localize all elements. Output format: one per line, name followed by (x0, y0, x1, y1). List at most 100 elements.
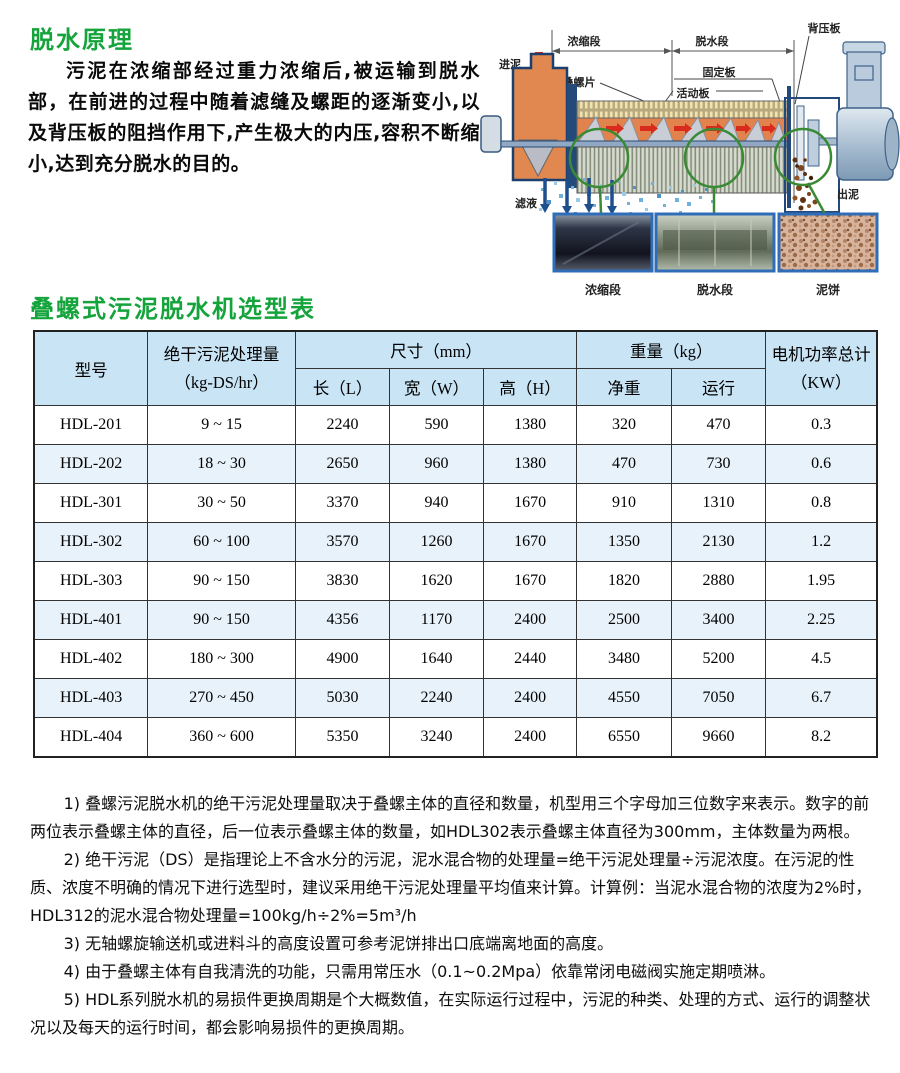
note-item-5: 5) HDL系列脱水机的易损件更换周期是个大概数值，在实际运行过程中，污泥的种类… (30, 990, 871, 1037)
table-cell: HDL-401 (33, 600, 149, 640)
table-cell: 1.95 (765, 561, 878, 601)
col-header-model: 型号 (33, 330, 149, 406)
machine-diagram: 浓缩段 脱水段 背压板 叠螺片 固定板 活动板 进泥 (480, 21, 900, 297)
notes-section: 1) 叠螺污泥脱水机的绝干污泥处理量取决于叠螺主体的直径和数量，机型用三个字母加… (30, 790, 883, 1042)
table-heading: 叠螺式污泥脱水机选型表 (30, 295, 316, 323)
label-fixed-plate: 固定板 (703, 65, 737, 79)
table-cell: 1380 (482, 405, 578, 445)
table-cell: 3480 (576, 639, 672, 679)
table-cell: 2240 (389, 678, 484, 718)
table-cell: 4356 (294, 600, 391, 640)
label-filtrate: 滤液 (515, 196, 538, 210)
note-item-3: 3) 无轴螺旋输送机或进料斗的高度设置可参考泥饼排出口底端离地面的高度。 (63, 934, 614, 953)
table-cell: 2240 (294, 405, 391, 445)
table-cell: 4550 (576, 678, 672, 718)
table-body: HDL-201 9 ~ 15 2240 590 1380 320 470 0.3 HDL-202… (33, 405, 878, 758)
table-cell: 9 ~ 15 (147, 405, 296, 445)
table-cell: 1670 (482, 483, 578, 523)
table-cell: 180 ~ 300 (147, 639, 296, 679)
dimension-arrowheads (552, 48, 794, 54)
col-header-length: 长（L） (294, 368, 391, 406)
principle-heading: 脱水原理 (30, 26, 134, 54)
table-cell: 90 ~ 150 (147, 600, 296, 640)
table-cell: 3830 (294, 561, 391, 601)
table-cell: 5030 (294, 678, 391, 718)
table-cell: HDL-301 (33, 483, 149, 523)
table-cell: 360 ~ 600 (147, 717, 296, 758)
table-cell: 2400 (482, 717, 578, 758)
table-cell: 270 ~ 450 (147, 678, 296, 718)
col-header-capacity: 绝干污泥处理量 （kg-DS/hr） (147, 330, 296, 406)
table-cell: 2440 (482, 639, 578, 679)
table-cell: 2880 (670, 561, 767, 601)
table-cell: 30 ~ 50 (147, 483, 296, 523)
table-row: HDL-202 18 ~ 30 2650 960 1380 470 730 0.6 (33, 444, 878, 484)
table-cell: 590 (389, 405, 484, 445)
col-header-height: 高（H） (482, 368, 578, 406)
table-cell: 3570 (294, 522, 391, 562)
table-cell: 18 ~ 30 (147, 444, 296, 484)
table-row: HDL-302 60 ~ 100 3570 1260 1670 1350 2130 1.2 (33, 522, 878, 562)
photo-cake (777, 212, 879, 273)
filtrate-arrowheads (540, 204, 617, 215)
table-cell: 1350 (576, 522, 672, 562)
table-cell: 8.2 (765, 717, 878, 758)
table-header: 型号 绝干污泥处理量 （kg-DS/hr） 尺寸（mm） 重量（kg） 电机功率… (33, 330, 878, 406)
table-cell: 1380 (482, 444, 578, 484)
cake-dots (792, 157, 818, 211)
label-back-pressure-plate: 背压板 (808, 21, 842, 35)
table-cell: 470 (670, 405, 767, 445)
col-header-width: 宽（W） (389, 368, 484, 406)
table-cell: 320 (576, 405, 672, 445)
table-cell: 1640 (389, 639, 484, 679)
label-thickening-zone: 浓缩段 (568, 34, 601, 48)
col-header-capacity-line1: 绝干污泥处理量 (163, 345, 280, 365)
label-moving-plate: 活动板 (677, 86, 711, 100)
table-cell: 4900 (294, 639, 391, 679)
note-item-4: 4) 由于叠螺主体有自我清洗的功能，只需用常压水（0.1~0.2Mpa）依靠常闭… (63, 962, 776, 981)
table-cell: 470 (576, 444, 672, 484)
table-cell: 0.3 (765, 405, 878, 445)
photo-caption-thickening: 浓缩段 (585, 282, 622, 297)
col-header-weight: 重量（kg） (576, 330, 767, 369)
table-cell: 90 ~ 150 (147, 561, 296, 601)
photo-thickening (552, 212, 654, 273)
label-cake-outlet: 出泥 (837, 187, 859, 201)
table-cell: 2500 (576, 600, 672, 640)
photo-caption-cake: 泥饼 (816, 282, 840, 297)
table-cell: 1820 (576, 561, 672, 601)
table-cell: 5200 (670, 639, 767, 679)
table-cell: 0.6 (765, 444, 878, 484)
note-item-1: 1) 叠螺污泥脱水机的绝干污泥处理量取决于叠螺主体的直径和数量，机型用三个字母加… (30, 794, 870, 841)
magnifier-circles (568, 127, 833, 215)
table-cell: 3240 (389, 717, 484, 758)
table-cell: 0.8 (765, 483, 878, 523)
table-cell: 4.5 (765, 639, 878, 679)
table-cell: 6.7 (765, 678, 878, 718)
table-cell: HDL-202 (33, 444, 149, 484)
table-cell: HDL-403 (33, 678, 149, 718)
table-cell: 2400 (482, 678, 578, 718)
table-cell: 730 (670, 444, 767, 484)
col-header-operating: 运行 (670, 368, 767, 406)
col-header-net-weight: 净重 (576, 368, 672, 406)
table-cell: 1670 (482, 522, 578, 562)
table-cell: 1170 (389, 600, 484, 640)
table-cell: 5350 (294, 717, 391, 758)
col-header-power-line2: （KW） (790, 372, 852, 392)
table-row: HDL-403 270 ~ 450 5030 2240 2400 4550 7050 6.7 (33, 678, 878, 718)
table-cell: 60 ~ 100 (147, 522, 296, 562)
table-cell: 3370 (294, 483, 391, 523)
table-row: HDL-402 180 ~ 300 4900 1640 2440 3480 5200 4.5 (33, 639, 878, 679)
col-header-capacity-line2: （kg-DS/hr） (174, 372, 269, 392)
table-cell: 9660 (670, 717, 767, 758)
table-cell: HDL-404 (33, 717, 149, 758)
table-cell: 2650 (294, 444, 391, 484)
col-header-power: 电机功率总计 （KW） (765, 330, 878, 406)
note-item-2: 2) 绝干污泥（DS）是指理论上不含水分的污泥，泥水混合物的处理量=绝干污泥处理… (30, 850, 872, 925)
col-header-dimensions: 尺寸（mm） (294, 330, 578, 369)
table-row: HDL-404 360 ~ 600 5350 3240 2400 6550 9660 8.2 (33, 717, 878, 758)
col-header-power-line1: 电机功率总计 (771, 345, 871, 365)
table-row: HDL-301 30 ~ 50 3370 940 1670 910 1310 0.8 (33, 483, 878, 523)
